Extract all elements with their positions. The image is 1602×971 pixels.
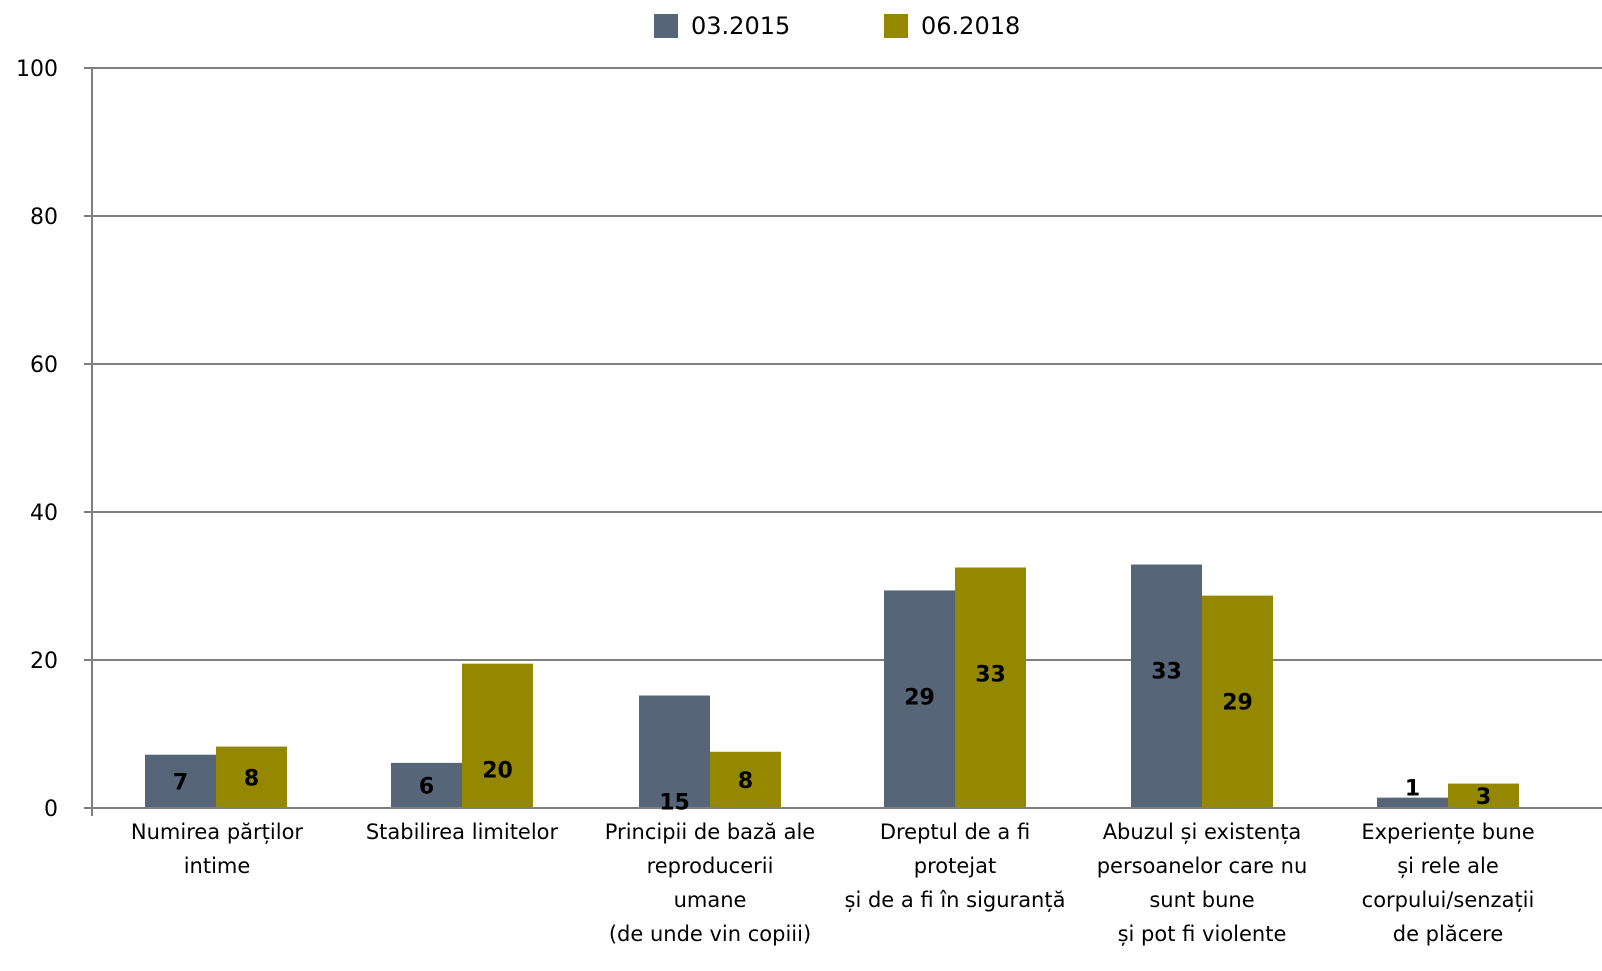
data-label: 8: [244, 766, 259, 791]
x-category-label: Dreptul de a fi protejat și de a fi în sig…: [845, 820, 1066, 912]
x-category-label-line: Stabilirea limitelor: [366, 820, 559, 844]
x-category-label-line: corpului/senzații: [1362, 888, 1535, 912]
x-category-label-line: Abuzul și existența: [1103, 820, 1302, 844]
x-category-label-line: Principii de bază ale: [605, 820, 815, 844]
x-category-label-line: de plăcere: [1393, 922, 1504, 946]
bar: [884, 590, 955, 808]
y-tick-label: 60: [30, 353, 58, 378]
x-category-label-line: și rele ale: [1397, 854, 1499, 878]
x-category-label-line: și pot fi violente: [1118, 922, 1287, 946]
bar: [1448, 783, 1519, 808]
data-label: 29: [1222, 691, 1253, 716]
y-tick-label: 40: [30, 501, 58, 526]
bar: [710, 751, 781, 808]
x-category-label-line: Numirea părților: [131, 820, 304, 844]
x-category-label-line: umane: [674, 888, 747, 912]
x-category-label-line: sunt bune: [1149, 888, 1254, 912]
data-label: 20: [482, 759, 513, 784]
y-tick-label: 20: [30, 649, 58, 674]
x-category-label-line: Dreptul de a fi: [880, 820, 1030, 844]
y-tick-label: 0: [44, 797, 58, 822]
bar: [145, 754, 216, 808]
x-category-label-line: persoanelor care nu: [1097, 854, 1308, 878]
data-label: 7: [173, 770, 188, 795]
y-tick-label: 100: [16, 57, 58, 82]
bar: [462, 663, 533, 808]
x-category-label-line: intime: [184, 854, 251, 878]
bar: [1202, 595, 1273, 808]
data-label: 8: [738, 769, 753, 794]
data-label: 1: [1405, 777, 1420, 802]
y-tick-label: 80: [30, 205, 58, 230]
x-category-label-line: protejat: [914, 854, 996, 878]
bar: [955, 567, 1026, 808]
data-label: 29: [904, 685, 935, 710]
x-category-label: Experiențe bune și rele ale corpului/senza…: [1361, 820, 1534, 946]
x-category-label: Stabilirea limitelor: [366, 820, 559, 844]
bar: [391, 762, 462, 808]
legend-entry: 06.2018: [921, 12, 1020, 40]
bars: [145, 564, 1519, 808]
axes: 0 20 40 60 80 100 Numirea părților intime Stabil…: [16, 57, 1602, 946]
legend-entry: 03.2015: [691, 12, 790, 40]
x-category-label-line: (de unde vin copiii): [609, 922, 811, 946]
value-labels: 7 6 15 29 33 1 8 20 8 33 29 3: [173, 660, 1491, 816]
gridlines: [92, 67, 1602, 661]
legend: 03.2015 06.2018: [654, 12, 1020, 40]
data-label: 15: [659, 791, 690, 816]
x-category-label: Abuzul și existența persoanelor care nu su…: [1097, 820, 1308, 946]
x-category-label-line: reproducerii: [647, 854, 774, 878]
x-category-label: Principii de bază ale reproducerii umane (d…: [605, 820, 815, 946]
legend-swatch: [654, 14, 678, 38]
data-label: 33: [1151, 660, 1182, 685]
data-label: 3: [1476, 785, 1491, 810]
data-label: 33: [975, 663, 1006, 688]
bar: [639, 695, 710, 808]
data-label: 6: [419, 774, 434, 799]
bar: [1377, 797, 1448, 808]
bar: [1131, 564, 1202, 808]
x-category-label: Numirea părților intime: [131, 820, 304, 878]
bar: [216, 746, 287, 808]
x-category-label-line: Experiențe bune: [1361, 820, 1534, 844]
x-category-label-line: și de a fi în siguranță: [845, 888, 1066, 912]
legend-swatch: [884, 14, 908, 38]
